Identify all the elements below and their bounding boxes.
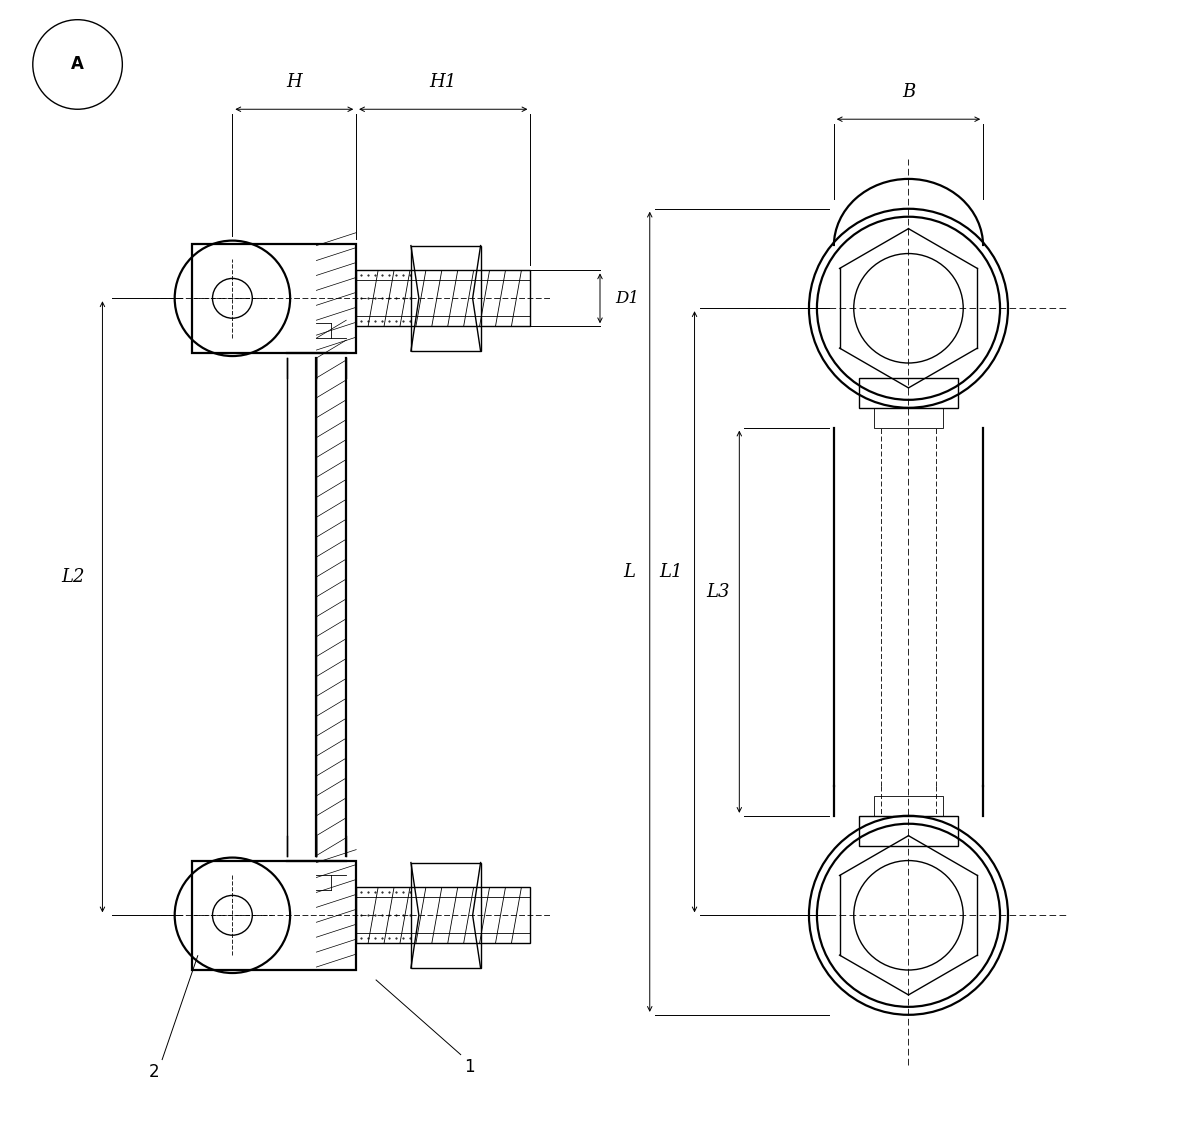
Text: D1: D1 — [614, 290, 638, 307]
Bar — [874, 796, 943, 815]
Text: L2: L2 — [61, 568, 84, 586]
Bar — [356, 271, 530, 326]
Text: L3: L3 — [706, 583, 730, 600]
Bar — [859, 815, 959, 846]
Text: A: A — [71, 56, 84, 74]
Bar — [356, 888, 530, 944]
Text: L: L — [623, 563, 635, 581]
Text: H: H — [287, 74, 302, 91]
Text: 1: 1 — [463, 1057, 474, 1076]
Bar — [192, 243, 356, 354]
Text: B: B — [902, 83, 916, 101]
Text: H1: H1 — [430, 74, 457, 91]
Bar — [859, 377, 959, 408]
Bar — [192, 861, 356, 970]
Bar — [874, 408, 943, 428]
Text: 2: 2 — [149, 1063, 160, 1080]
Bar — [410, 246, 480, 351]
Text: L1: L1 — [659, 563, 683, 581]
Bar — [410, 863, 480, 968]
